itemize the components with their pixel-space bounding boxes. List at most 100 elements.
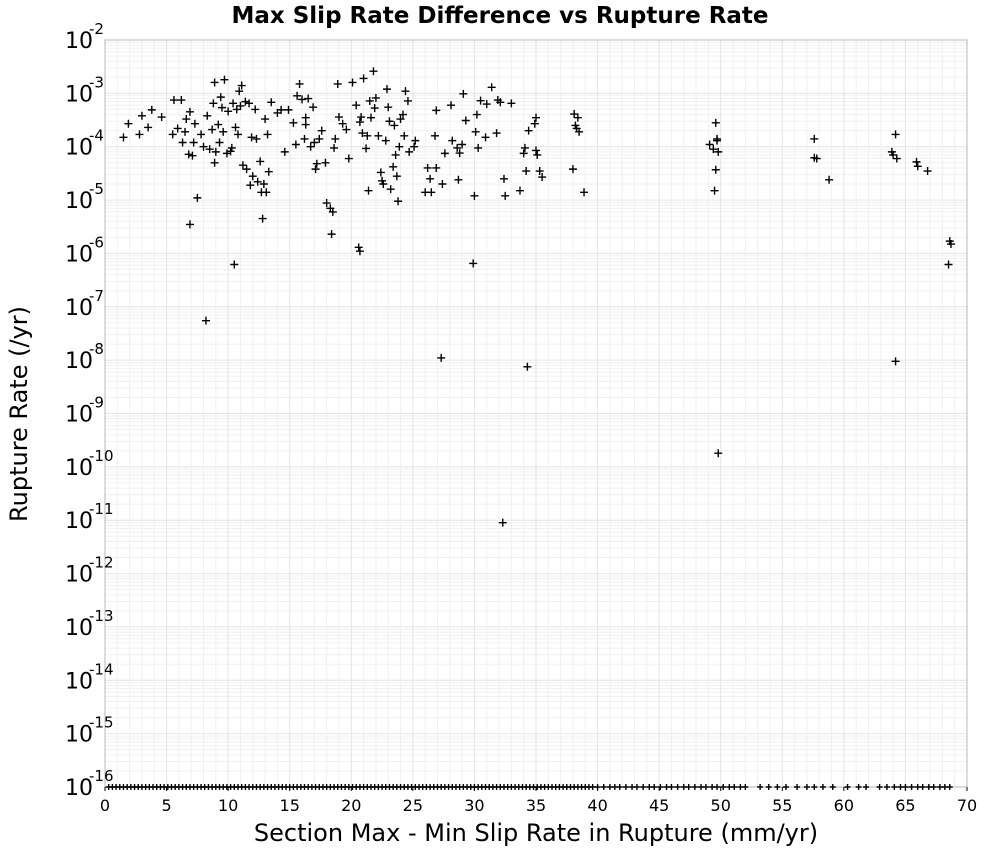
data-point	[203, 111, 212, 120]
x-tick-label: 70	[957, 796, 977, 815]
data-point	[252, 134, 261, 143]
data-point	[710, 186, 719, 195]
data-point	[363, 131, 372, 140]
data-point	[711, 118, 720, 127]
x-tick-label: 35	[526, 796, 546, 815]
data-point	[188, 151, 197, 160]
x-tick-label: 40	[587, 796, 607, 815]
data-point	[390, 121, 399, 130]
data-point	[382, 85, 391, 94]
data-point	[263, 130, 272, 139]
data-point	[355, 247, 364, 256]
data-point	[470, 191, 479, 200]
data-point	[362, 144, 371, 153]
data-point	[182, 115, 191, 124]
data-point	[233, 130, 242, 139]
data-point	[185, 220, 194, 229]
data-point	[135, 130, 144, 139]
data-point	[474, 143, 483, 152]
data-point	[328, 207, 337, 216]
floor-point	[883, 784, 890, 790]
data-point	[256, 157, 265, 166]
data-point	[157, 113, 166, 122]
data-point	[371, 93, 380, 102]
data-point	[374, 131, 383, 140]
data-point	[501, 191, 510, 200]
data-point	[812, 154, 821, 163]
data-point	[177, 96, 186, 105]
y-tick-exponent: -2	[89, 20, 104, 38]
data-point	[533, 150, 542, 159]
floor-point	[782, 784, 789, 790]
floor-point	[803, 784, 810, 790]
floor-point	[829, 784, 836, 790]
data-point	[144, 123, 153, 132]
data-point	[304, 94, 313, 103]
data-point	[575, 127, 584, 136]
data-point	[498, 518, 507, 527]
data-point	[293, 91, 302, 100]
data-point	[264, 167, 273, 176]
data-point	[317, 126, 326, 135]
data-point	[532, 146, 540, 155]
data-point	[570, 110, 579, 119]
data-point	[913, 162, 922, 171]
y-tick-exponent: -5	[89, 180, 104, 198]
floor-point	[902, 784, 909, 790]
data-point	[205, 145, 214, 154]
data-point	[246, 181, 255, 190]
data-point	[709, 145, 718, 154]
data-point	[568, 165, 577, 174]
data-point	[338, 119, 347, 128]
data-point	[231, 123, 240, 132]
data-point	[523, 362, 532, 371]
data-point	[410, 142, 419, 151]
data-point	[280, 147, 289, 156]
data-point	[426, 174, 435, 183]
data-point	[454, 175, 463, 184]
floor-point	[651, 784, 658, 790]
data-point	[310, 138, 319, 147]
data-point	[236, 101, 245, 110]
x-tick-label: 45	[649, 796, 669, 815]
floor-point	[946, 784, 953, 790]
data-point	[352, 101, 361, 110]
data-point	[309, 103, 318, 112]
x-axis-ticks: 0 5 10 15 20 25 30 35 40 45 50 55 60 65 70	[100, 787, 977, 815]
data-point	[241, 97, 250, 106]
data-point	[210, 78, 219, 87]
y-axis-label: Rupture Rate (/yr)	[5, 306, 33, 522]
data-point	[201, 316, 210, 325]
data-point	[348, 78, 357, 87]
data-point	[245, 99, 254, 108]
data-point	[705, 140, 714, 149]
data-point	[481, 133, 490, 142]
data-point	[891, 357, 900, 366]
y-tick-label: 10	[65, 296, 93, 321]
floor-point	[691, 784, 698, 790]
data-point	[226, 147, 235, 156]
data-point	[211, 147, 220, 156]
data-point	[711, 165, 720, 174]
data-point	[311, 165, 320, 174]
data-point	[889, 150, 898, 159]
data-point	[580, 188, 589, 197]
floor-point	[600, 784, 607, 790]
data-point	[538, 173, 547, 182]
data-point	[366, 113, 375, 122]
data-point	[385, 117, 394, 126]
data-point	[499, 174, 508, 183]
data-point	[173, 124, 182, 133]
grid	[104, 39, 968, 788]
y-axis-ticks: 10-210-310-410-510-610-710-810-910-1010-…	[65, 20, 114, 801]
data-point	[403, 96, 412, 105]
data-point	[247, 133, 256, 142]
y-tick-label: 10	[65, 136, 93, 161]
data-point	[333, 79, 342, 88]
floor-point	[731, 784, 738, 790]
data-point	[471, 127, 480, 136]
x-tick-label: 0	[100, 796, 110, 815]
data-point	[181, 127, 190, 136]
data-point	[359, 74, 368, 83]
y-tick-exponent: -4	[89, 127, 104, 145]
